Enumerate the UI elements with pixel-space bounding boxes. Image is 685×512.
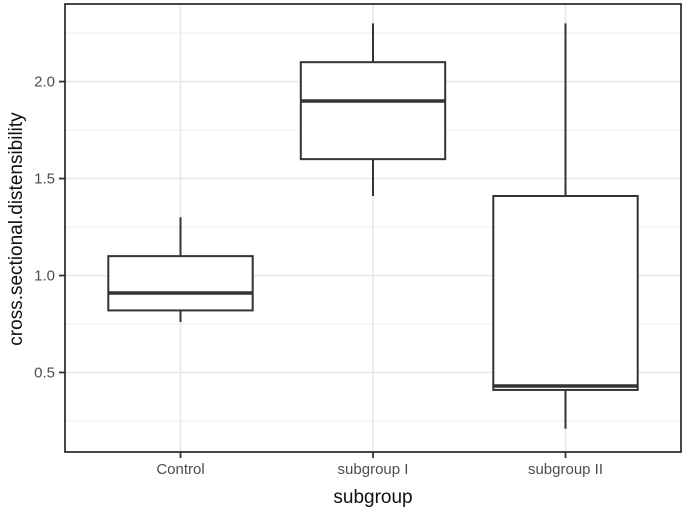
box-iqr-rect <box>299 61 447 161</box>
boxplot-layer <box>107 23 639 429</box>
axis-layer: 0.5 1.0 1.5 2.0 Control subgroup I subgroup II <box>34 3 682 478</box>
y-tick-label: 1.5 <box>34 171 55 188</box>
x-tick-label: subgroup II <box>528 461 603 478</box>
y-tick-label: 1.0 <box>34 268 55 285</box>
y-tick-label: 0.5 <box>34 364 55 381</box>
box-iqr-rect <box>492 195 639 391</box>
y-axis-title: cross.sectional.distensibility <box>6 112 27 346</box>
x-tick-label: subgroup I <box>338 461 409 478</box>
y-tick-label: 2.0 <box>34 74 55 91</box>
x-tick-label: Control <box>156 461 204 478</box>
x-axis-title: subgroup <box>333 487 412 508</box>
box-iqr-rect <box>107 255 254 312</box>
